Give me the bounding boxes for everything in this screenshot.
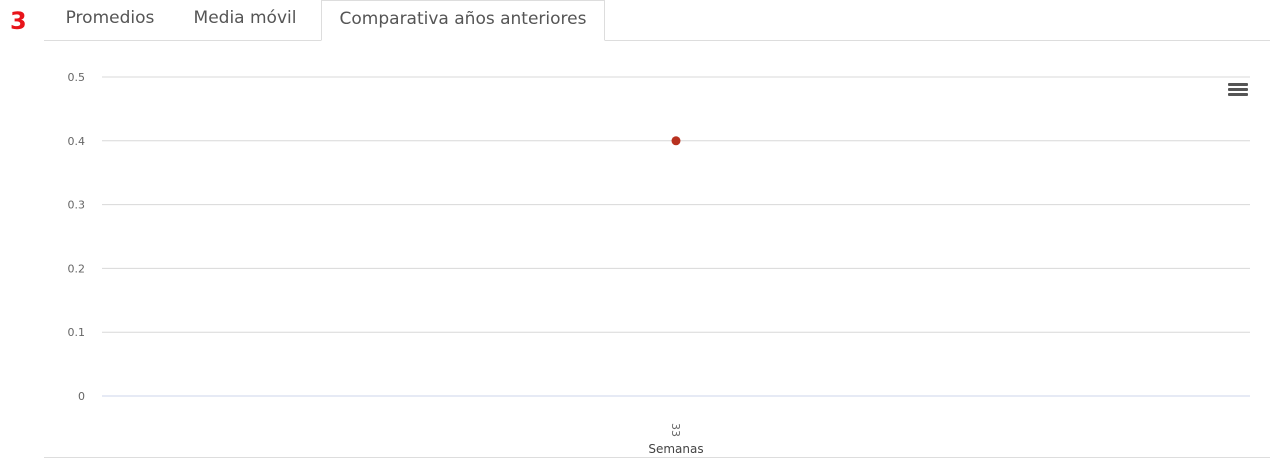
- scatter-chart: 0 0.1 0.2 0.3 0.4 0.5 33 Semanas: [68, 71, 1250, 456]
- tab-comparativa-anos-anteriores[interactable]: Comparativa años anteriores: [321, 0, 605, 41]
- tab-bar: Promedios Media móvil Comparativa años a…: [44, 0, 1270, 41]
- x-tick-label: 33: [669, 423, 682, 437]
- y-tick-label: 0.5: [68, 71, 86, 84]
- y-tick-label: 0: [78, 390, 85, 403]
- tab-media-movil[interactable]: Media móvil: [193, 8, 297, 28]
- step-number: 3: [10, 7, 27, 35]
- chart-container: 0 0.1 0.2 0.3 0.4 0.5 33 Semanas: [44, 41, 1270, 458]
- y-tick-label: 0.4: [68, 135, 86, 148]
- data-point[interactable]: [671, 136, 681, 146]
- x-axis-title: Semanas: [648, 442, 703, 456]
- y-tick-label: 0.1: [68, 326, 86, 339]
- y-tick-label: 0.2: [68, 262, 86, 275]
- y-tick-label: 0.3: [68, 199, 86, 212]
- tab-promedios[interactable]: Promedios: [65, 8, 155, 28]
- hamburger-menu-icon[interactable]: [1228, 83, 1248, 97]
